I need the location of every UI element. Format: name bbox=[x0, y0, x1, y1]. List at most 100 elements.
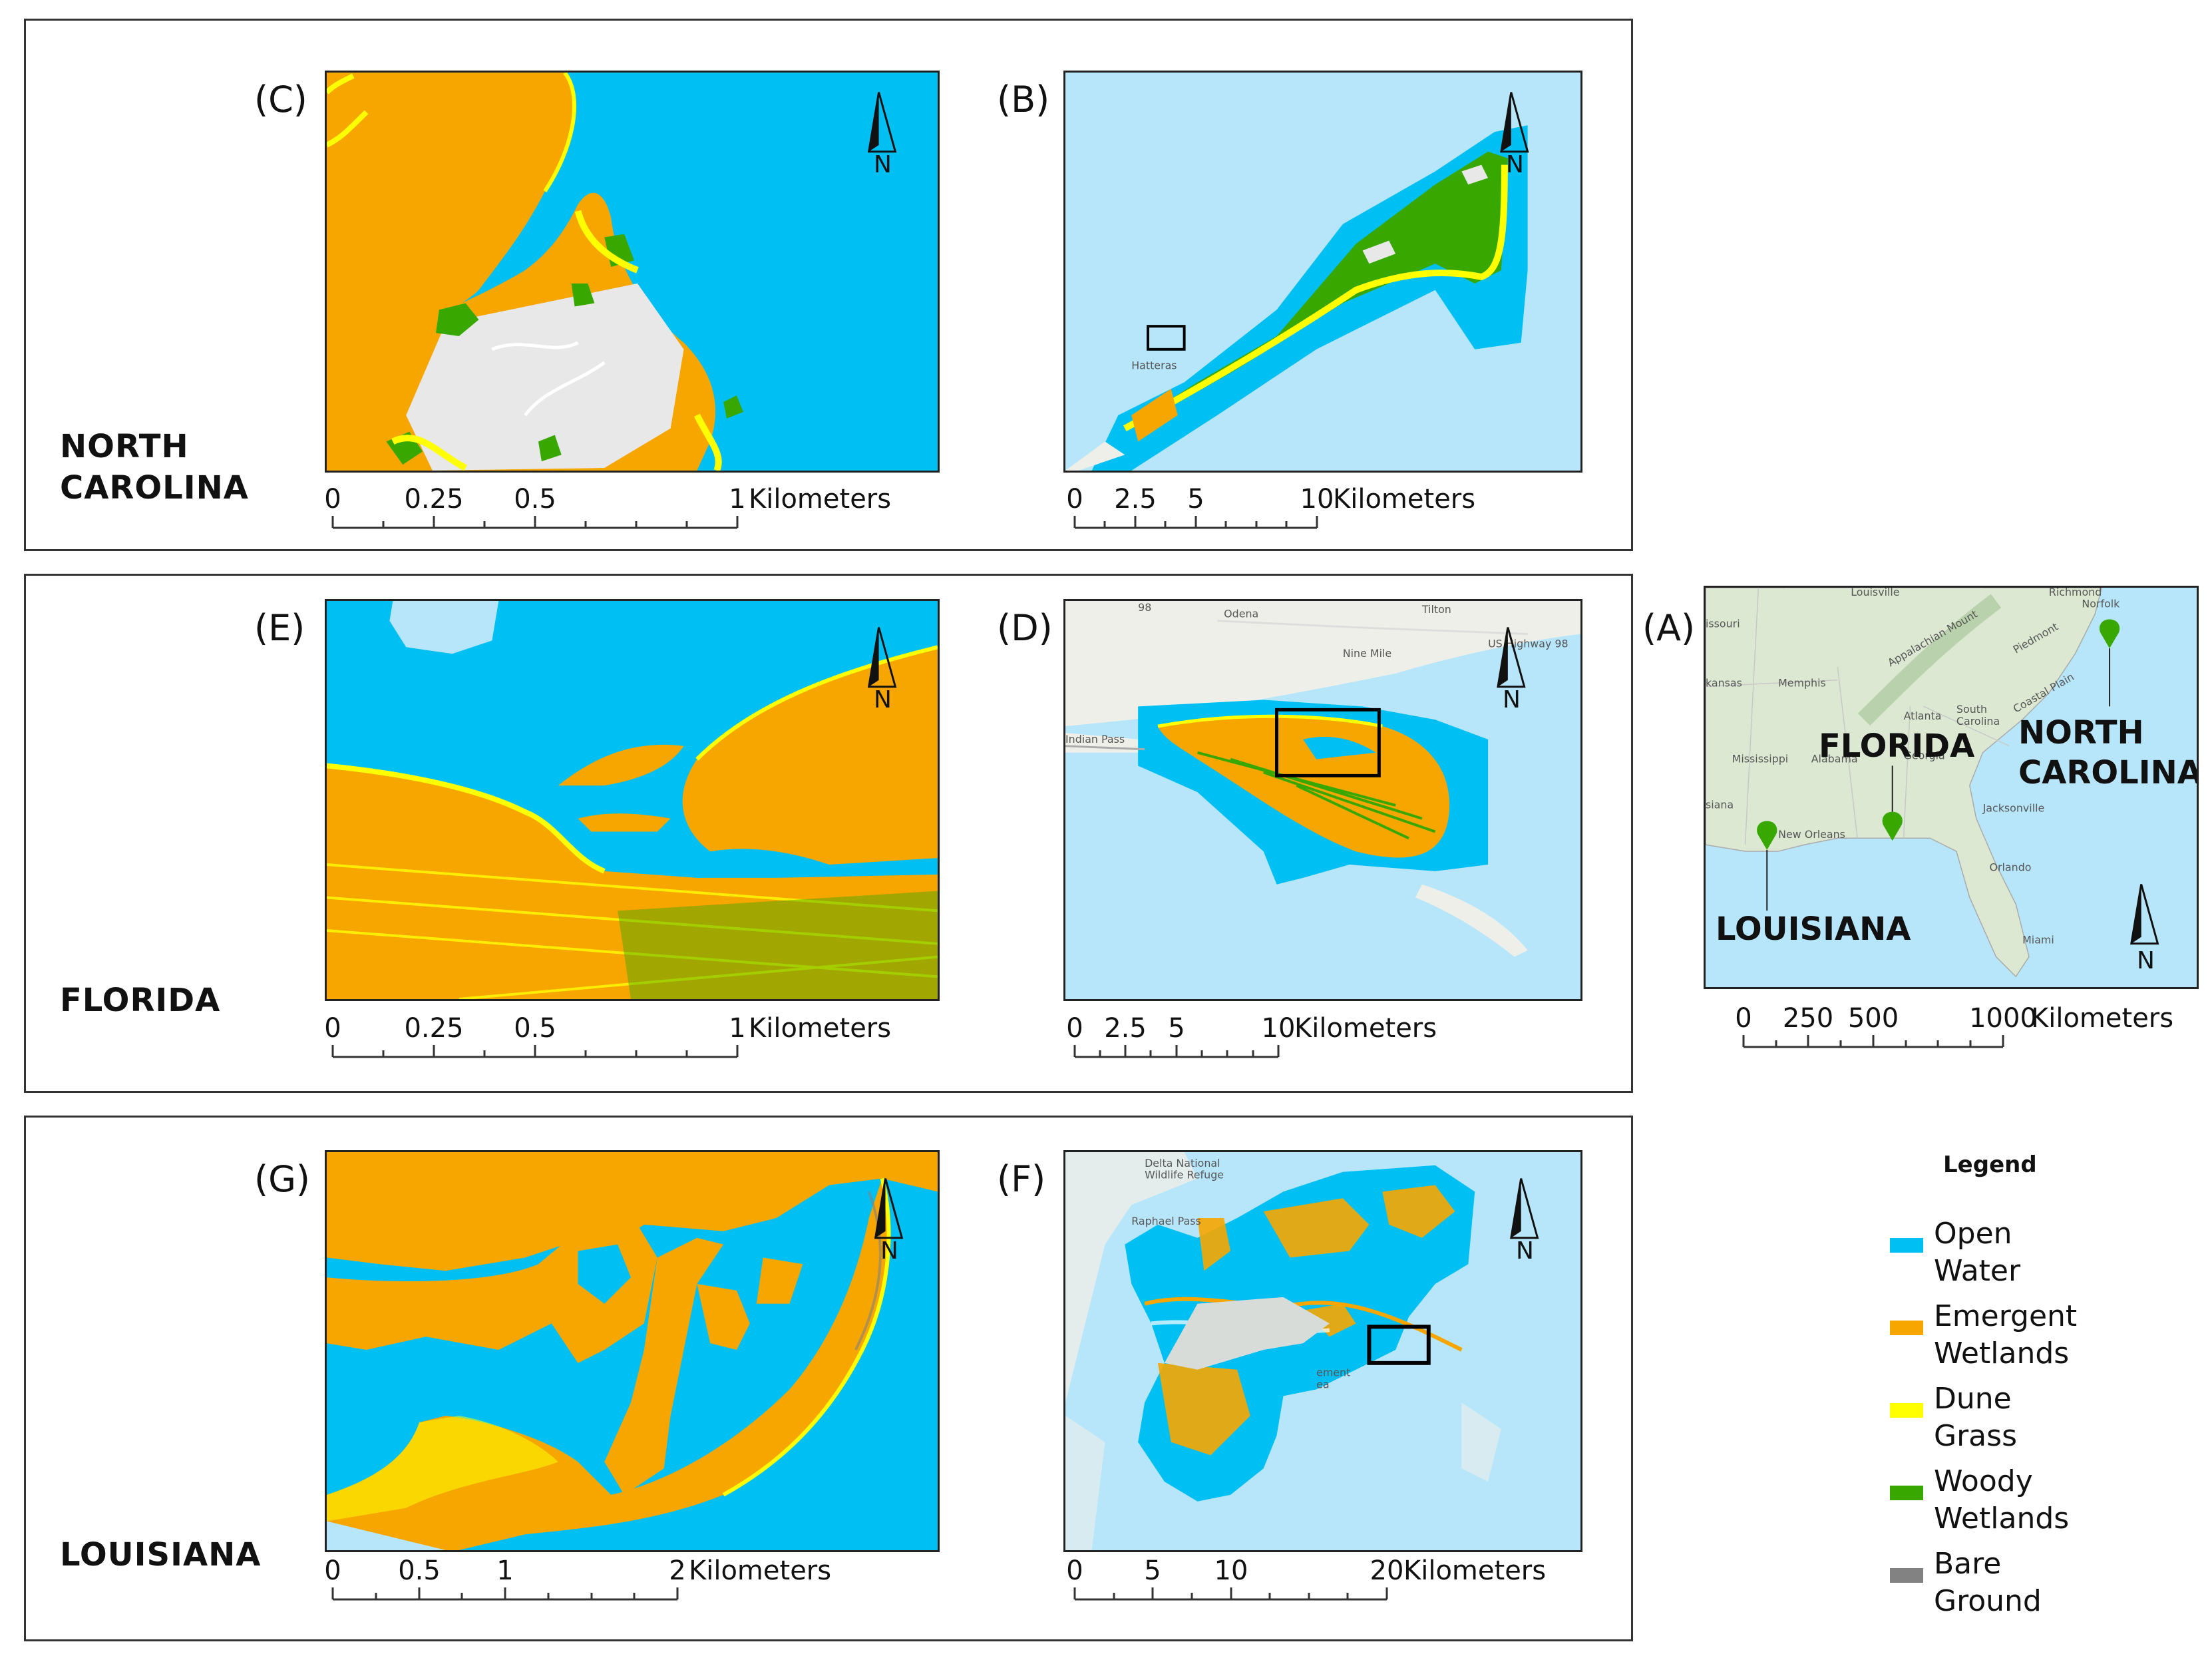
scale-tick-b-2: 5 bbox=[1187, 484, 1204, 515]
scale-tick-g-0: 0 bbox=[324, 1555, 341, 1586]
legend-label-woody-wetlands-2: Wetlands bbox=[1934, 1502, 2070, 1536]
landcover-map-g bbox=[327, 1152, 938, 1550]
place-atlanta: Atlanta bbox=[1904, 710, 1942, 722]
scale-tick-a-0: 0 bbox=[1735, 1003, 1752, 1034]
site-marker-florida bbox=[1882, 765, 1903, 841]
scale-bar-c-graphic bbox=[331, 516, 739, 529]
scale-tick-e-3: 1 bbox=[729, 1013, 746, 1044]
place-hatteras: Hatteras bbox=[1131, 359, 1177, 372]
panel-label-a: (A) bbox=[1642, 607, 1696, 649]
place-memphis: Memphis bbox=[1778, 677, 1826, 690]
panel-label-e: (E) bbox=[254, 607, 305, 649]
legend-swatch-dune-grass bbox=[1890, 1403, 1923, 1418]
place-refuge-1: Delta National bbox=[1145, 1157, 1220, 1169]
legend-label-woody-wetlands-1: Woody bbox=[1934, 1464, 2033, 1498]
north-arrow-c bbox=[867, 92, 897, 153]
scale-tick-f-2: 10 bbox=[1214, 1555, 1248, 1586]
scale-tick-d-0: 0 bbox=[1066, 1013, 1083, 1044]
scale-tick-d-2: 5 bbox=[1168, 1013, 1185, 1044]
scale-tick-f-0: 0 bbox=[1066, 1555, 1083, 1586]
place-georgia: Georgia bbox=[1904, 749, 1945, 761]
map-panel-b: Hatteras N bbox=[1063, 71, 1582, 473]
map-panel-g: N bbox=[325, 1150, 940, 1552]
scale-tick-e-2: 0.5 bbox=[514, 1013, 556, 1044]
scale-tick-b-3: 10 bbox=[1300, 484, 1334, 515]
site-label-louisiana: LOUISIANA bbox=[1716, 911, 1911, 948]
legend-label-dune-grass-1: Dune bbox=[1934, 1382, 2012, 1416]
place-jacksonville: Jacksonville bbox=[1982, 802, 2045, 815]
scale-tick-a-2: 500 bbox=[1847, 1003, 1899, 1034]
place-louisville: Louisville bbox=[1851, 588, 1899, 598]
scale-tick-c-3: 1 bbox=[729, 484, 746, 515]
scale-tick-g-3: 2 bbox=[669, 1555, 686, 1586]
north-arrow-c-label: N bbox=[874, 151, 892, 178]
scale-bar-e-graphic bbox=[331, 1045, 739, 1058]
place-new-orleans: New Orleans bbox=[1778, 828, 1845, 841]
north-arrow-f-label: N bbox=[1516, 1237, 1534, 1265]
legend-title: Legend bbox=[1943, 1151, 2037, 1178]
site-marker-north-carolina bbox=[2099, 619, 2120, 707]
scale-tick-c-0: 0 bbox=[324, 484, 341, 515]
landcover-map-c bbox=[327, 73, 743, 471]
scale-tick-b-0: 0 bbox=[1066, 484, 1083, 515]
north-arrow-a bbox=[2130, 884, 2159, 945]
legend-label-bare-ground-2: Ground bbox=[1934, 1584, 2042, 1618]
place-tilton: Tilton bbox=[1421, 603, 1451, 616]
legend: Legend Open Water Emergent Wetlands Dune… bbox=[1890, 1151, 2196, 1618]
place-mgmt-1: ement bbox=[1316, 1366, 1350, 1379]
place-mgmt-2: ea bbox=[1316, 1378, 1329, 1390]
scale-tick-e-0: 0 bbox=[324, 1013, 341, 1044]
place-richmond: Richmond bbox=[2049, 588, 2102, 598]
panel-label-d: (D) bbox=[997, 607, 1053, 649]
scale-tick-c-2: 0.5 bbox=[514, 484, 556, 515]
scale-bar-d-graphic bbox=[1073, 1045, 1280, 1058]
scale-bar-g-graphic bbox=[331, 1587, 679, 1601]
north-arrow-b bbox=[1500, 92, 1529, 153]
site-label-north-carolina-1: NORTH bbox=[2018, 714, 2144, 751]
place-odena: Odena bbox=[1224, 608, 1258, 620]
scale-tick-f-3: 20 bbox=[1370, 1555, 1404, 1586]
legend-label-dune-grass-2: Grass bbox=[1934, 1419, 2017, 1453]
place-indian-pass: Indian Pass bbox=[1065, 733, 1125, 745]
place-norfolk: Norfolk bbox=[2082, 598, 2120, 610]
scale-tick-f-1: 5 bbox=[1144, 1555, 1161, 1586]
north-arrow-a-label: N bbox=[2137, 947, 2155, 974]
place-us-highway: US Highway 98 bbox=[1488, 637, 1568, 650]
site-label-florida: FLORIDA bbox=[1819, 727, 1975, 765]
scale-tick-c-1: 0.25 bbox=[404, 484, 464, 515]
scale-tick-b-1: 2.5 bbox=[1114, 484, 1157, 515]
site-label-north-carolina-2: CAROLINA bbox=[2018, 754, 2199, 791]
scale-unit-a: Kilometers bbox=[2031, 1003, 2174, 1034]
place-kansas: kansas bbox=[1706, 677, 1742, 690]
legend-swatch-open-water bbox=[1890, 1238, 1923, 1253]
map-panel-d: Odena Tilton Nine Mile US Highway 98 Ind… bbox=[1063, 599, 1582, 1001]
landcover-map-e bbox=[327, 601, 938, 999]
place-raphael-pass: Raphael Pass bbox=[1131, 1215, 1201, 1227]
place-south-carolina-1: South bbox=[1956, 703, 1987, 716]
scale-tick-g-1: 0.5 bbox=[398, 1555, 441, 1586]
panel-label-f: (F) bbox=[997, 1158, 1046, 1200]
state-label-louisiana: LOUISIANA bbox=[60, 1536, 262, 1573]
place-siana: siana bbox=[1706, 799, 1734, 811]
inset-extent-b bbox=[1147, 325, 1186, 351]
scale-bar-a-graphic bbox=[1742, 1035, 2004, 1048]
scale-bar-f-graphic bbox=[1073, 1587, 1388, 1601]
route-98-shield: 98 bbox=[1138, 601, 1151, 614]
landcover-map-d: Odena Tilton Nine Mile US Highway 98 Ind… bbox=[1065, 601, 1580, 957]
place-alabama: Alabama bbox=[1811, 752, 1858, 765]
scale-tick-a-1: 250 bbox=[1782, 1003, 1834, 1034]
legend-label-bare-ground-1: Bare bbox=[1934, 1547, 2002, 1581]
scale-unit-g: Kilometers bbox=[689, 1555, 832, 1586]
place-orlando: Orlando bbox=[1990, 861, 2032, 874]
panel-label-g: (G) bbox=[254, 1158, 310, 1200]
scale-unit-d: Kilometers bbox=[1294, 1013, 1437, 1044]
north-arrow-g bbox=[874, 1178, 904, 1239]
scale-tick-d-3: 10 bbox=[1261, 1013, 1296, 1044]
map-panel-a: Louisville Richmond Norfolk issouri kans… bbox=[1704, 586, 2199, 989]
scale-unit-b: Kilometers bbox=[1333, 484, 1476, 515]
place-mississippi: Mississippi bbox=[1732, 752, 1789, 765]
map-panel-f: Delta National Wildlife Refuge Raphael P… bbox=[1063, 1150, 1582, 1552]
landcover-map-b: Hatteras bbox=[1065, 125, 1528, 471]
north-arrow-d bbox=[1497, 627, 1526, 688]
north-arrow-d-label: N bbox=[1503, 686, 1521, 714]
